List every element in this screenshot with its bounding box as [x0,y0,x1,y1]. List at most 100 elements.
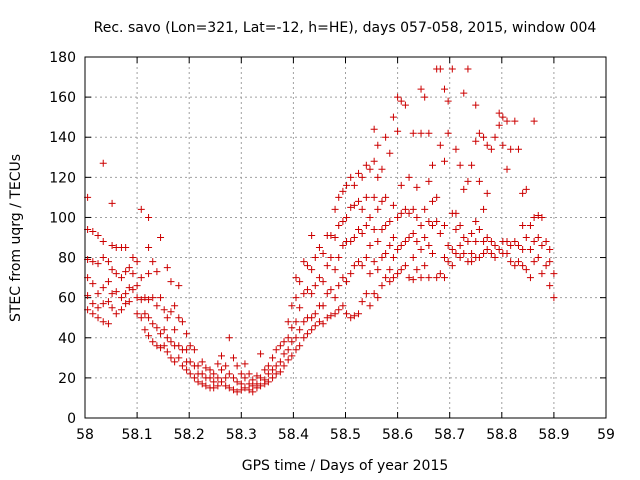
data-point [366,270,374,278]
data-point [112,288,120,296]
x-tick-label: 59 [597,427,615,443]
data-point [339,274,347,282]
data-point [475,177,483,185]
data-point [530,258,538,266]
data-point [425,242,433,250]
data-point [237,386,245,394]
data-point [202,382,210,390]
data-point [218,366,226,374]
data-point [468,250,476,258]
data-point [405,173,413,181]
data-point [452,209,460,217]
data-point [186,342,194,350]
data-point [122,300,130,308]
data-point [362,290,370,298]
data-point [327,254,335,262]
data-point [233,362,241,370]
data-point [108,242,116,250]
data-point [409,254,417,262]
data-point [257,374,265,382]
data-point [210,378,218,386]
data-point [108,266,116,274]
data-point [386,149,394,157]
data-point [378,254,386,262]
data-point [394,93,402,101]
data-point [519,189,527,197]
data-point [394,127,402,135]
data-point [436,229,444,237]
data-point [122,268,130,276]
data-point [163,348,171,356]
data-point [483,141,491,149]
data-point [370,125,378,133]
data-point [225,384,233,392]
data-point [436,270,444,278]
data-point [421,234,429,241]
data-point [311,254,319,262]
data-point [94,314,102,322]
data-point [272,362,280,370]
data-point [160,342,168,350]
data-point [99,159,107,167]
data-point [153,268,161,276]
data-point [366,302,374,310]
data-point [319,302,327,310]
data-point [542,262,550,270]
data-point [137,314,145,322]
data-point [491,254,499,262]
data-point [503,250,511,258]
data-point [503,165,511,173]
data-point [218,352,226,360]
data-point [550,294,558,302]
data-point [519,262,527,270]
data-point [296,326,304,334]
data-point [448,65,456,73]
data-point [264,362,272,370]
x-tick-label: 58.8 [486,427,517,443]
data-point [397,209,405,217]
data-point [483,246,491,254]
data-point [335,193,343,201]
data-point [460,89,468,97]
data-point [94,290,102,298]
data-point [519,221,527,229]
data-point [413,213,421,221]
data-point [347,238,355,246]
data-point [355,197,363,205]
data-point [413,238,421,246]
data-point [178,362,186,370]
data-point [198,358,206,366]
data-point [269,354,277,362]
data-point [269,366,277,374]
data-point [157,234,165,241]
data-point [429,197,437,205]
data-point [460,250,468,258]
data-point [288,324,296,332]
data-point [374,173,382,181]
data-point [206,374,214,382]
data-point [550,270,558,278]
data-point [167,354,175,362]
data-point [331,266,339,274]
y-tick-label: 100 [49,210,76,226]
data-point [347,270,355,278]
data-point [94,231,102,239]
data-point [171,358,179,366]
data-point [315,318,323,326]
data-point [257,350,265,358]
data-point [160,326,168,334]
y-axis-label: STEC from uqrg / TECUs [8,154,24,322]
data-point [475,129,483,137]
data-point [382,221,390,229]
data-point [514,242,522,250]
data-point [440,254,448,262]
data-point [89,310,97,318]
data-point [374,205,382,213]
data-point [129,286,137,294]
data-point [409,229,417,237]
data-point [94,304,102,312]
data-point [194,362,202,370]
data-point [276,368,284,376]
data-point [526,221,534,229]
data-point [507,145,515,153]
